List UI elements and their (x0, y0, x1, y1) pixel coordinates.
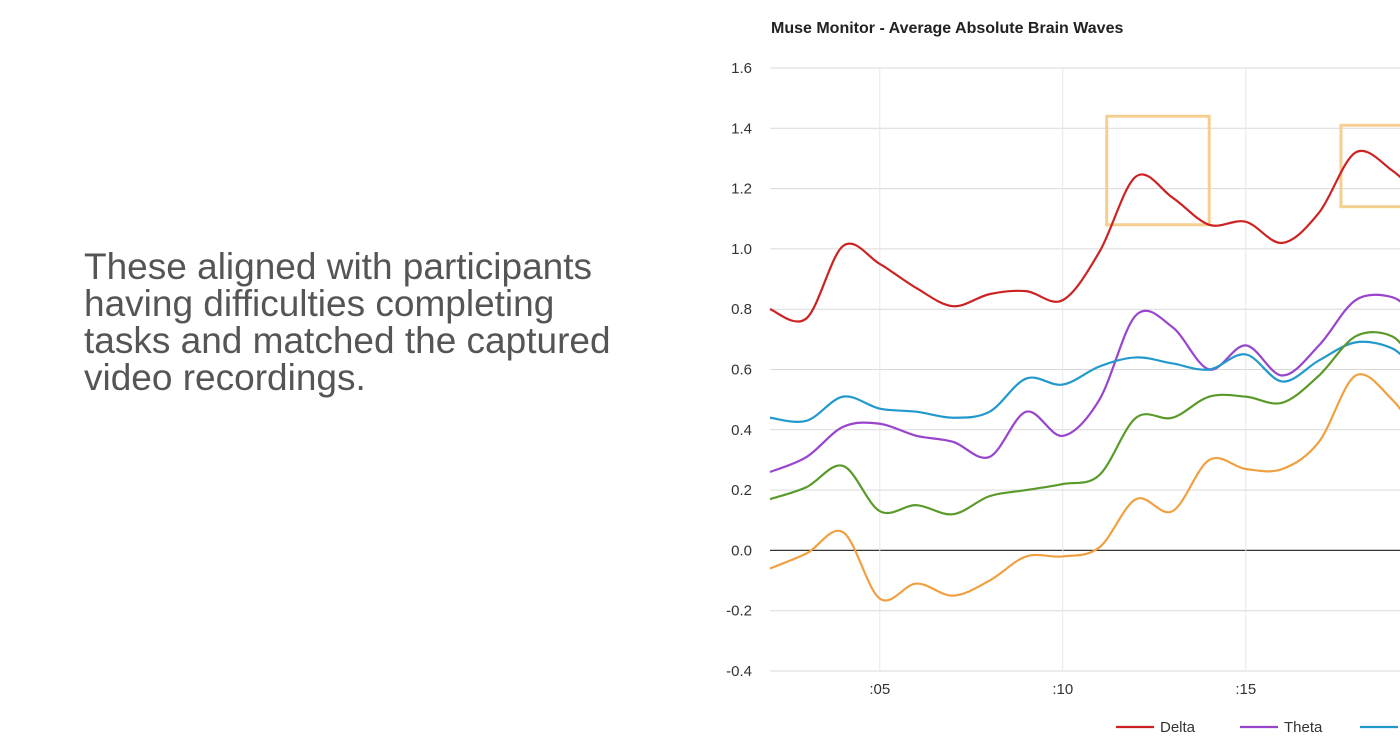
legend-label: Theta (1284, 719, 1323, 736)
slide-caption: These aligned with participants having d… (84, 246, 611, 398)
y-tick-label: 0.8 (731, 301, 752, 318)
grid-lines (770, 67, 1400, 672)
y-tick-label: 1.2 (731, 181, 752, 198)
y-tick-label: 0.4 (731, 422, 752, 439)
series-line-theta (769, 293, 1400, 474)
y-axis-ticks: 1.6 1.4 1.2 1.0 0.8 0.6 0.4 0.2 0.0 -0.2 -0.4 (726, 60, 752, 680)
x-axis-ticks: :05 :10 :15 (869, 681, 1256, 698)
x-tick-label: :10 (1052, 681, 1073, 698)
series-line-delta (769, 149, 1400, 323)
chart-title: Muse Monitor - Average Absolute Brain Wa… (771, 20, 1124, 37)
legend: Delta Theta (1116, 719, 1398, 736)
y-tick-label: 1.4 (731, 120, 752, 137)
highlight-box (1105, 114, 1211, 227)
series-line-series-5 (769, 373, 1400, 602)
y-tick-label: 1.0 (731, 241, 752, 258)
y-tick-label: 0.6 (731, 362, 752, 379)
x-tick-label: :05 (869, 681, 890, 698)
y-tick-label: -0.2 (726, 603, 752, 620)
series-line-series-3 (769, 340, 1400, 423)
legend-label: Delta (1160, 719, 1196, 736)
series-lines (769, 149, 1400, 602)
y-tick-label: -0.4 (726, 663, 752, 680)
y-tick-label: 0.2 (731, 482, 752, 499)
highlight-box (1339, 123, 1400, 209)
series-line-series-4 (769, 331, 1400, 516)
y-tick-label: 0.0 (731, 542, 752, 559)
highlight-boxes (1105, 114, 1400, 227)
y-tick-label: 1.6 (731, 60, 752, 77)
x-tick-label: :15 (1235, 681, 1256, 698)
